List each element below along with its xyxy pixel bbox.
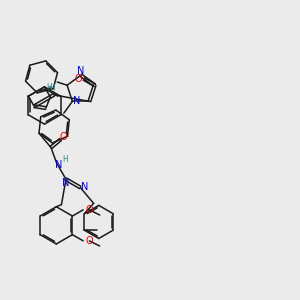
Text: N: N	[73, 96, 80, 106]
Text: O: O	[75, 74, 82, 84]
Text: N: N	[77, 66, 85, 76]
Text: O: O	[85, 236, 93, 246]
Text: H: H	[50, 84, 55, 93]
Text: O: O	[60, 133, 68, 142]
Text: N: N	[62, 178, 70, 188]
Text: N: N	[81, 182, 88, 193]
Text: H: H	[46, 83, 52, 92]
Text: O: O	[85, 205, 93, 215]
Text: H: H	[62, 155, 68, 164]
Text: N: N	[55, 160, 62, 170]
